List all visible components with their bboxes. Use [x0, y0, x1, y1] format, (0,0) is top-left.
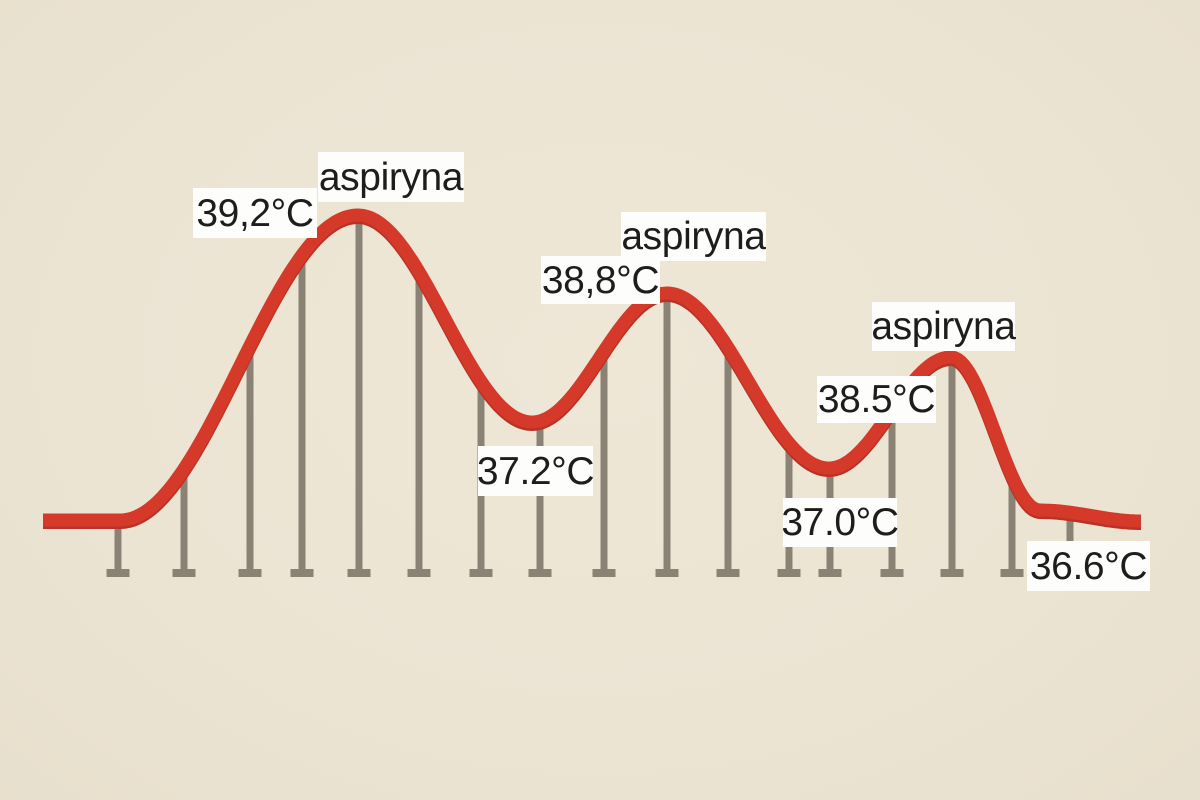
aspirin-dose-label: aspiryna [621, 212, 766, 261]
support-post-foot [469, 569, 493, 577]
support-post [716, 347, 740, 577]
support-post-foot [777, 569, 801, 577]
support-post-foot [290, 569, 314, 577]
fever-curve-line [39, 208, 1145, 528]
support-post [592, 350, 616, 577]
support-post [940, 357, 964, 577]
support-post [290, 254, 314, 577]
support-post-foot [880, 569, 904, 577]
temperature-label: 36.6°C [1027, 541, 1150, 591]
support-post-foot [1000, 569, 1024, 577]
support-post [655, 293, 679, 577]
temperature-label: 39,2°C [193, 188, 317, 238]
temperature-label: 37.2°C [477, 446, 595, 496]
support-post [407, 271, 431, 577]
support-post-foot [172, 569, 196, 577]
support-post [347, 215, 371, 577]
support-post-foot [818, 569, 842, 577]
support-post-foot [940, 569, 964, 577]
support-post-foot [238, 569, 262, 577]
support-post-foot [655, 569, 679, 577]
temperature-label: 37.0°C [781, 498, 899, 547]
support-post-foot [347, 569, 371, 577]
support-post [880, 409, 904, 577]
support-post-foot [592, 569, 616, 577]
fever-curve-track [39, 208, 1145, 530]
support-post [528, 420, 552, 577]
aspirin-dose-label: aspiryna [318, 152, 464, 202]
support-post [106, 520, 130, 577]
support-post-foot [716, 569, 740, 577]
support-post [238, 345, 262, 577]
support-post [172, 468, 196, 577]
temperature-label: 38.5°C [817, 376, 936, 423]
support-post [1000, 475, 1024, 577]
aspirin-dose-label: aspiryna [871, 302, 1016, 351]
support-post-foot [407, 569, 431, 577]
support-post-foot [106, 569, 130, 577]
support-post-foot [528, 569, 552, 577]
temperature-label: 38,8°C [541, 256, 660, 304]
